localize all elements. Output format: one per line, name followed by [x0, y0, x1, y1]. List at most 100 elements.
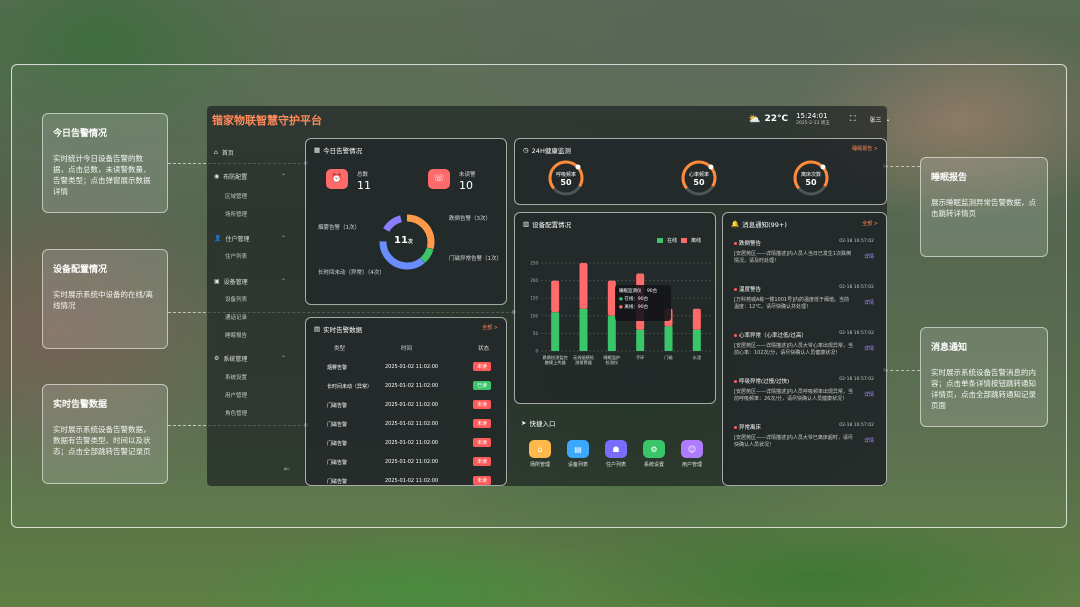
status-badge: 未读 — [473, 400, 492, 409]
table-row[interactable]: 门磁告警 2025-01-02 11:02:00 未读 — [305, 400, 507, 414]
total-value[interactable]: 11 — [357, 179, 371, 192]
callout-message: 消息通知 实时展示系统设备告警消息的内容；点击单条详情按钮跳转通知详情页，点击全… — [920, 327, 1048, 427]
message-detail-link[interactable]: 详情 — [863, 346, 874, 352]
gauge-value: 50 — [693, 178, 705, 187]
sidebar-label: 首页 — [221, 150, 234, 157]
callout-body: 实时展示系统设备告警消息的内容；点击单条详情按钮跳转通知详情页，点击全部跳转通知… — [931, 368, 1036, 410]
status-badge: 未读 — [473, 476, 492, 485]
sidebar-item-device-list[interactable]: 设备列表 — [225, 297, 248, 303]
sidebar-item-users[interactable]: 用户管理 — [225, 393, 248, 399]
tooltip-online-dot: ● — [619, 297, 623, 302]
messages-all-link[interactable]: 全部 > — [862, 221, 878, 227]
sidebar-item-call-log[interactable]: 通话记录 — [225, 315, 248, 321]
message-time: 02-18 16:57:02 — [839, 331, 874, 336]
bar-online — [607, 315, 616, 351]
callout-device-config: 设备配置情况 实时展示系统中设备的在线/离线情况 — [42, 249, 168, 349]
message-item[interactable]: 异常离床 02-18 16:57:02 [安居苑区——详情描述]内人员大爷已离床超时… — [734, 423, 874, 449]
message-time: 02-18 16:57:02 — [839, 423, 874, 428]
app-title: 锴家物联智慧守护平台 — [212, 114, 322, 127]
message-item[interactable]: 呼吸异常(过慢/过快) 02-18 16:57:02 [安居苑区——详情描述]内人员… — [734, 377, 874, 403]
quick-label: 住户列表 — [605, 462, 626, 468]
send-icon: ➤ — [521, 419, 527, 427]
sidebar-item-area[interactable]: 区域管理 — [225, 194, 248, 200]
donut-center-value: 11 — [394, 235, 408, 246]
table-row[interactable]: 长时间未动（异常） 2025-01-02 11:02:00 已读 — [305, 381, 507, 395]
collapse-icon[interactable]: ⇤ — [284, 465, 290, 473]
message-item[interactable]: 温度警告 02-18 16:57:02 [万科苑城A栋一楼1001号]内的温度低于阈… — [734, 285, 874, 311]
x-tick-label: 睡眠监护检测仪 — [603, 354, 620, 366]
donut-segment-smoke — [379, 214, 435, 270]
message-detail-link[interactable]: 详情 — [863, 254, 874, 260]
message-detail-link[interactable]: 详情 — [863, 438, 874, 444]
card-title: 消息通知(99+) — [742, 221, 787, 229]
callout-realtime-alert: 实时告警数据 实时展示系统设备告警数据，数据有告警类型、时间以及状态；点击全部跳… — [42, 384, 168, 484]
message-time: 02-18 16:57:02 — [839, 377, 874, 382]
user-name[interactable]: 张三 — [869, 116, 882, 124]
sidebar-item-sleep-report[interactable]: 睡眠报告 — [225, 333, 248, 339]
health-gauge[interactable]: 心率频率 50 — [679, 158, 719, 198]
weather-area: ⛅ 22°C 15:24:01 2025-2-13 周五 ⛶ 张三 ⌄ — [748, 112, 890, 126]
y-tick-label: 150 — [530, 296, 538, 301]
sidebar-item-roles[interactable]: 角色管理 — [225, 411, 248, 417]
status-badge: 已读 — [473, 381, 492, 390]
sidebar-item-settings[interactable]: 系统设置 — [225, 375, 248, 381]
status-badge: 未读 — [473, 438, 492, 447]
label-fall: 跌倒告警（3次） — [449, 216, 491, 222]
message-detail-link[interactable]: 详情 — [863, 392, 874, 398]
message-time: 02-18 16:57:02 — [839, 239, 874, 244]
bar-online — [664, 326, 673, 351]
sidebar-item-residents[interactable]: 👤 住户管理 ⌃ — [214, 234, 294, 243]
card-title: 设备配置情况 — [532, 221, 572, 229]
callout-title: 睡眠报告 — [931, 173, 968, 183]
x-tick-label: 手环 — [636, 354, 644, 361]
realtime-all-link[interactable]: 全部 > — [482, 325, 498, 331]
alarm-donut[interactable] — [306, 139, 508, 306]
row-time: 2025-01-02 11:02:00 — [385, 440, 439, 446]
table-row[interactable]: 烟雾告警 2025-01-02 11:02:00 未读 — [305, 362, 507, 376]
message-body: [万科苑城A栋一楼1001号]内的温度低于阈值。当前温度：12℃。请尽快确认并处… — [734, 297, 850, 310]
message-detail-link[interactable]: 详情 — [863, 300, 874, 306]
row-type: 门磁告警 — [327, 441, 348, 447]
sleep-report-link[interactable]: 睡眠报告 > — [852, 146, 878, 152]
quick-settings-button[interactable]: ⚙ — [643, 440, 665, 458]
message-title: 心率异常（心率过低/过高） — [739, 333, 807, 339]
quick-resident-button[interactable]: ☗ — [605, 440, 627, 458]
label-smoke: 烟雾告警（1次） — [318, 225, 360, 231]
card-title: 今日告警情况 — [323, 147, 363, 155]
sidebar-item-system[interactable]: ⚙ 系统管理 ⌃ — [214, 354, 294, 363]
table-row[interactable]: 门磁告警 2025-01-02 11:02:00 未读 — [305, 457, 507, 471]
tooltip-online: 在线：90台 — [624, 297, 649, 302]
unread-label: 未读警 — [459, 172, 476, 178]
y-tick-label: 100 — [530, 313, 538, 318]
y-tick-label: 50 — [533, 331, 539, 336]
health-gauge[interactable]: 呼吸频率 50 — [546, 158, 586, 198]
quick-place-button[interactable]: ⌂ — [529, 440, 551, 458]
quick-users-button[interactable]: ☺ — [681, 440, 703, 458]
col-status: 状态 — [478, 346, 490, 352]
gauge-ring — [681, 160, 717, 196]
message-item[interactable]: 心率异常（心率过低/过高） 02-18 16:57:02 [安居苑区——详情描述]内… — [734, 331, 874, 357]
sidebar-item-home[interactable]: ⌂ 首页 — [214, 148, 294, 157]
connector-line — [885, 166, 920, 167]
sidebar-item-place[interactable]: 场所管理 — [225, 212, 248, 218]
sidebar-item-devices[interactable]: ▣ 设备管理 ⌃ — [214, 277, 294, 286]
donut-segment-door — [379, 214, 435, 270]
table-row[interactable]: 门磁告警 2025-01-02 11:02:00 未读 — [305, 476, 507, 490]
table-row[interactable]: 门磁告警 2025-01-02 11:02:00 未读 — [305, 438, 507, 452]
clock-icon: ◷ — [523, 146, 529, 154]
health-gauge[interactable]: 离床次数 50 — [791, 158, 831, 198]
sidebar-item-defense[interactable]: ◉ 布防配置 ⌃ — [214, 172, 294, 181]
quick-device-button[interactable]: ▤ — [567, 440, 589, 458]
chart-icon: ▥ — [523, 220, 530, 228]
table-row[interactable]: 门磁告警 2025-01-02 11:02:00 未读 — [305, 419, 507, 433]
message-item[interactable]: 跌倒警告 02-18 16:57:02 [安居苑区——详情描述]内人员人当日已发生1… — [734, 239, 874, 265]
quick-label: 场所管理 — [529, 462, 550, 468]
tooltip-offline: 离线：90台 — [624, 305, 649, 310]
chevron-down-icon[interactable]: ⌄ — [885, 115, 891, 123]
bar-online — [551, 312, 560, 351]
fullscreen-icon[interactable]: ⛶ — [849, 114, 856, 123]
unread-value[interactable]: 10 — [459, 179, 473, 192]
bar-online — [692, 329, 701, 351]
message-title: 异常离床 — [739, 425, 762, 431]
sidebar-item-resident-list[interactable]: 住户列表 — [225, 254, 248, 260]
